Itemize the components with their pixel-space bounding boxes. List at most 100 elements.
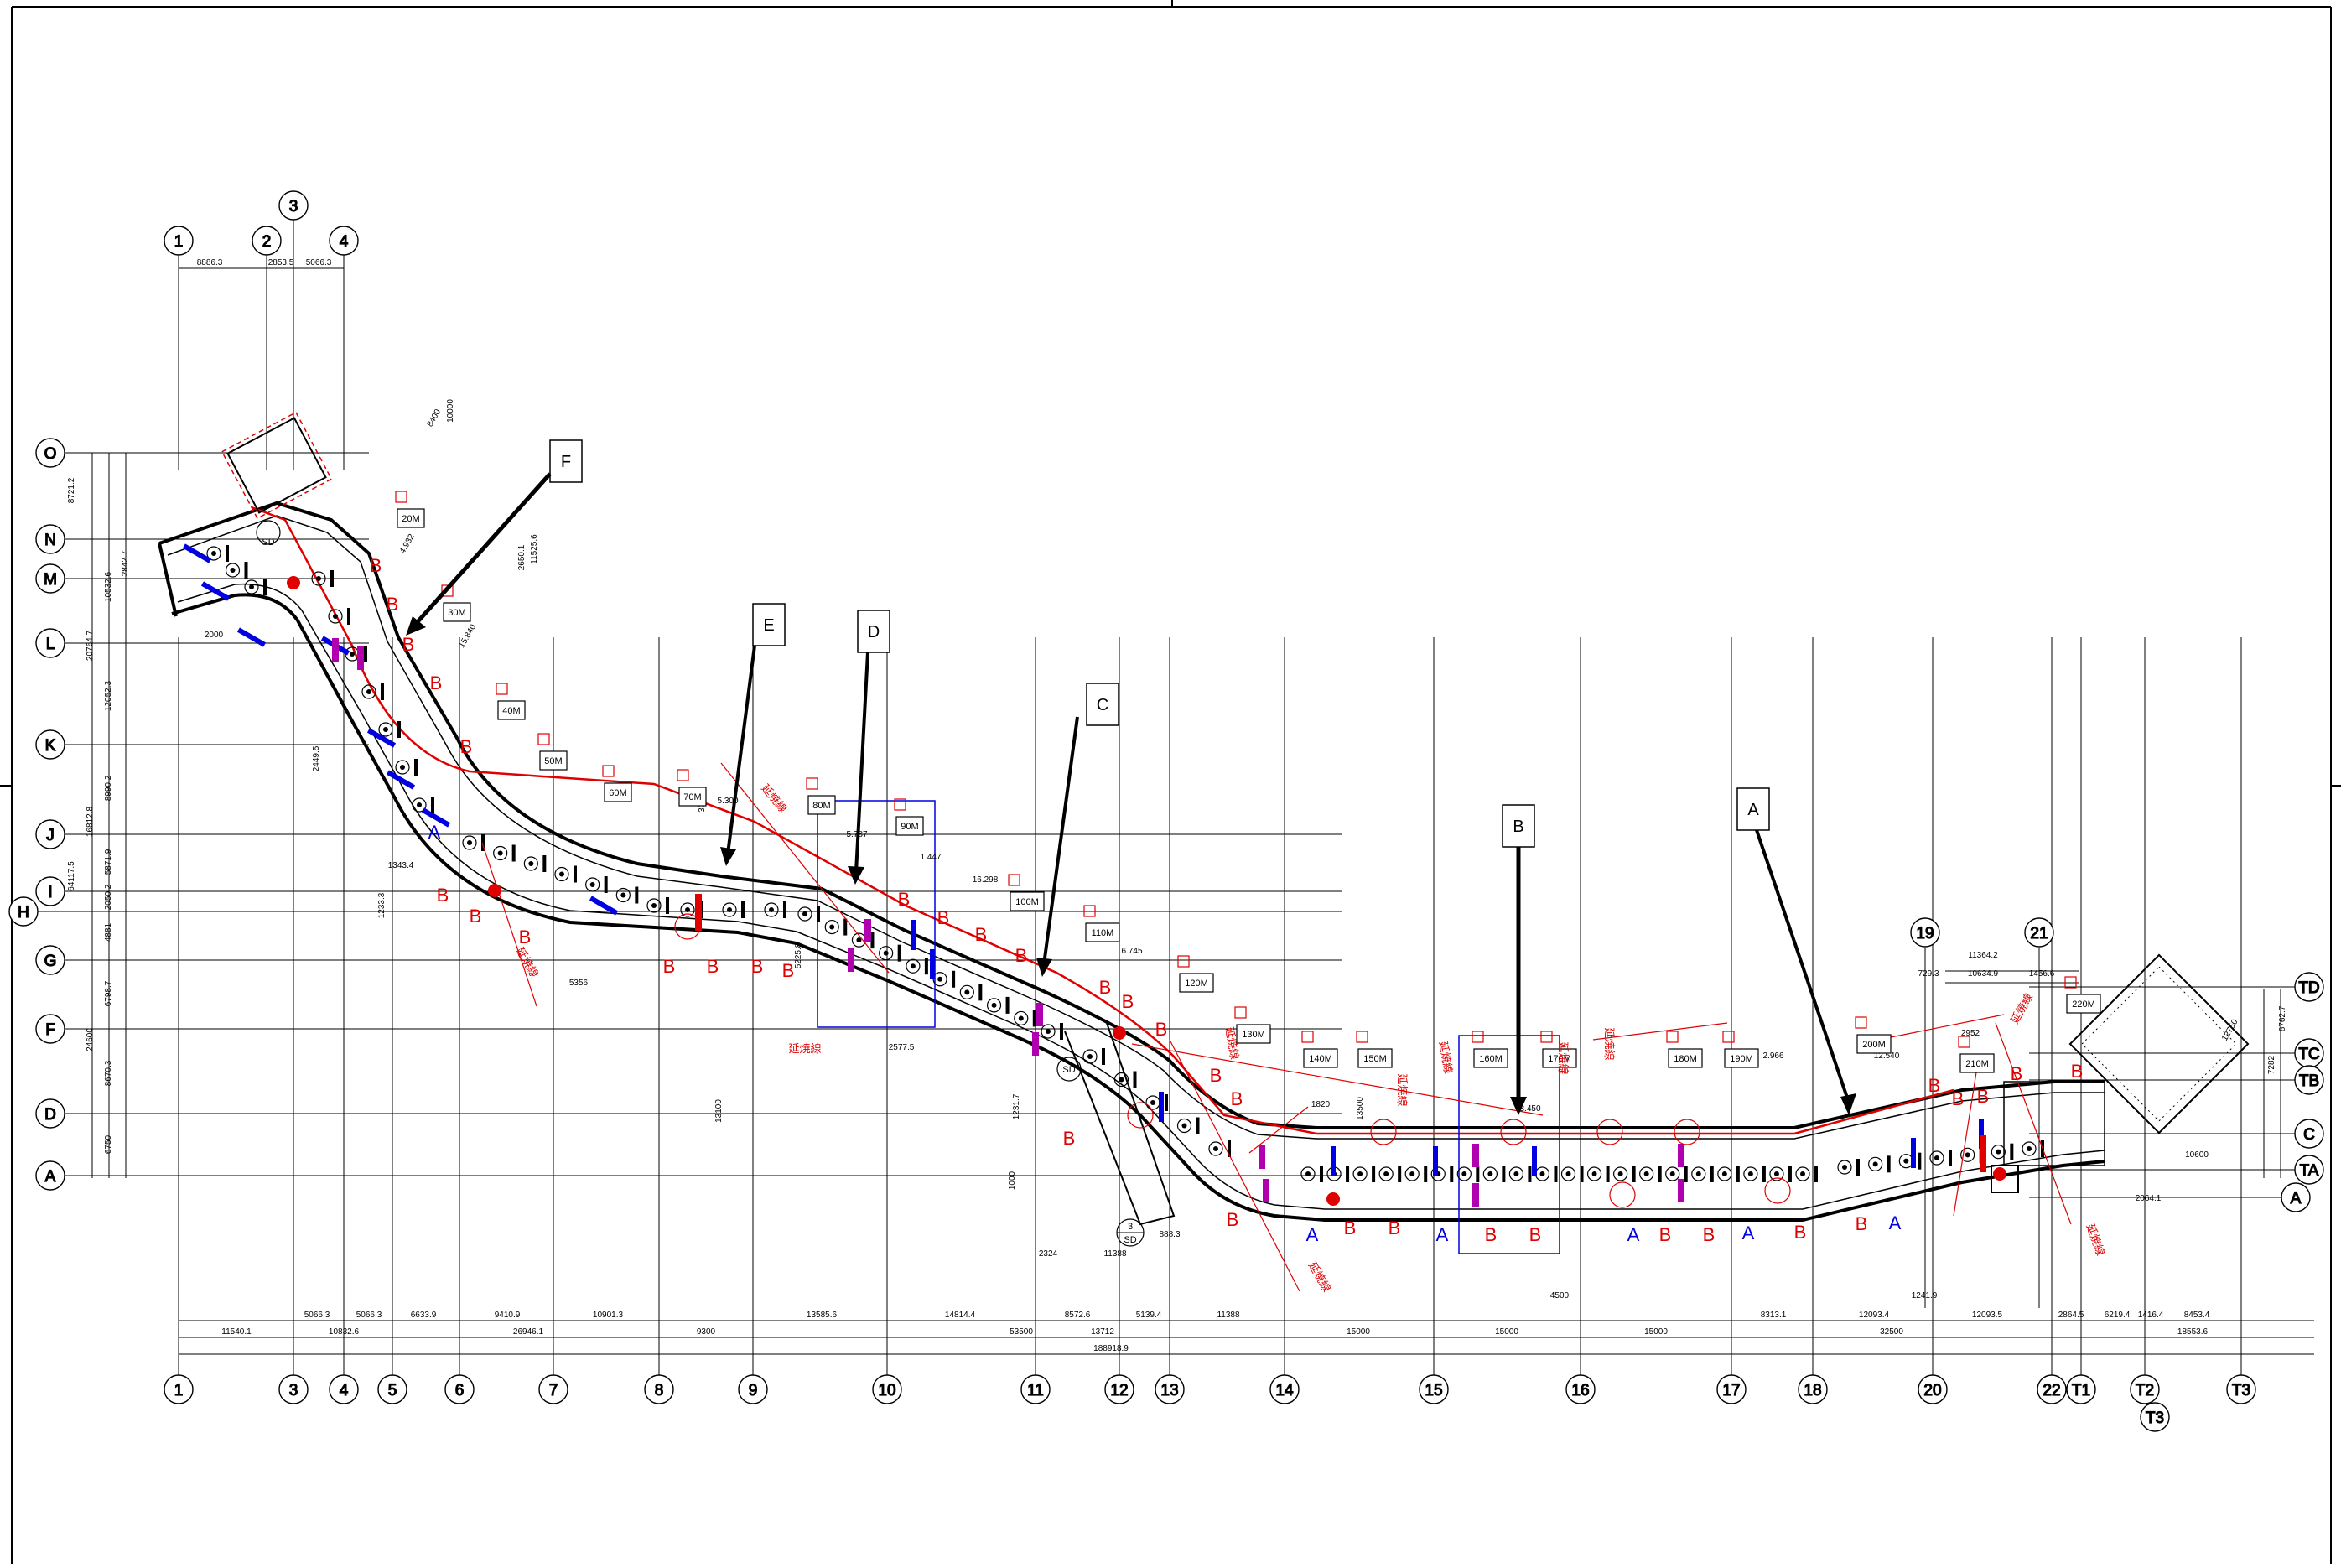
section-label-c: C bbox=[1036, 683, 1119, 977]
left-dim-5: 8990.2 bbox=[104, 775, 113, 801]
zone-mark-b-31: B bbox=[1928, 1075, 1941, 1096]
grid-bubble-left-I-circle bbox=[35, 876, 65, 906]
section-label-a-text: A bbox=[1747, 801, 1759, 819]
misc-dim-d41: 2650.1 bbox=[517, 544, 527, 570]
grid-bubble-bottom-14-text: 14 bbox=[1275, 1382, 1294, 1399]
grid-bubble-right-TB-circle bbox=[2294, 1065, 2324, 1095]
sd-markers: SD SD 3 SD bbox=[256, 520, 1145, 1247]
misc-dim-d11: 16.298 bbox=[973, 875, 999, 885]
grid-bubble-bottom-10-text: 10 bbox=[878, 1382, 895, 1399]
fan-unit-icon bbox=[1208, 1141, 1223, 1156]
red-dot-marker bbox=[1113, 1026, 1126, 1040]
zone-mark-b-10: B bbox=[751, 956, 764, 977]
bottom-dim-r1-3: 9410.9 bbox=[495, 1311, 521, 1320]
light-fixture-icon bbox=[1684, 1166, 1688, 1182]
light-fixture-icon bbox=[604, 876, 608, 893]
light-fixture-icon bbox=[1372, 1166, 1376, 1182]
grid-bubble-bottom-20-text: 20 bbox=[1923, 1382, 1941, 1399]
extension-note-6: 延焼線 bbox=[1557, 1041, 1570, 1074]
bottom-dim-r1-7: 8572.6 bbox=[1065, 1311, 1091, 1320]
distance-marker-30M-flag bbox=[441, 584, 454, 597]
extension-note-4: 延焼線 bbox=[1306, 1259, 1333, 1294]
grid-bubble-top-4-circle bbox=[329, 226, 359, 256]
left-dim-9: 2050.2 bbox=[104, 884, 113, 910]
misc-dim-d1: 2000 bbox=[205, 631, 224, 640]
corridor-inner-line-upper bbox=[167, 515, 2105, 1140]
grid-bubble-left-G-circle bbox=[35, 945, 65, 975]
fan-unit-icon bbox=[1560, 1166, 1576, 1181]
section-label-f: F bbox=[406, 439, 583, 636]
corridor-lower-wall bbox=[171, 593, 2105, 1222]
zone-mark-b-9: B bbox=[707, 956, 719, 977]
fan-unit-hub bbox=[620, 892, 626, 898]
fan-unit-hub bbox=[1046, 1029, 1051, 1034]
grid-bubble-bottom-4-circle bbox=[329, 1374, 359, 1404]
distance-marker-160M-flag bbox=[1472, 1031, 1484, 1043]
light-fixture-icon bbox=[1424, 1166, 1428, 1182]
fan-unit-hub bbox=[350, 652, 355, 657]
misc-dim-d39: 10000 bbox=[446, 399, 455, 423]
grid-bubble-bottom-15-text: 15 bbox=[1425, 1382, 1442, 1399]
distance-marker-110M-text: 110M bbox=[1092, 928, 1114, 938]
misc-dim-d17: 2324 bbox=[1039, 1249, 1058, 1259]
grid-bubble-bottom-16-text: 16 bbox=[1571, 1382, 1589, 1399]
sd-marker-mid: SD bbox=[1056, 1057, 1082, 1082]
distance-marker-80M-box bbox=[807, 795, 836, 815]
bottom-dim-r2-2: 26946.1 bbox=[513, 1327, 544, 1337]
distance-marker-110M-flag bbox=[1083, 905, 1096, 917]
red-extension-line bbox=[1169, 1039, 1300, 1292]
bottom-dim-r1-4: 10901.3 bbox=[593, 1311, 624, 1320]
misc-dim-d16: 1000 bbox=[1008, 1171, 1017, 1190]
fan-unit-icon bbox=[1691, 1166, 1706, 1181]
fan-unit-icon bbox=[797, 906, 812, 922]
grid-bubble-top-1-text: 1 bbox=[174, 233, 184, 251]
blue-device-icon bbox=[1331, 1146, 1336, 1176]
grid-bubble-bottom-22-text: 22 bbox=[2043, 1382, 2060, 1399]
light-fixture-icon bbox=[226, 545, 229, 562]
zone-mark-b-5: B bbox=[437, 885, 449, 906]
distance-marker-200M-box bbox=[1856, 1034, 1892, 1054]
grid-bubble-left-H-text: H bbox=[18, 904, 29, 922]
fan-unit-hub bbox=[1539, 1171, 1545, 1176]
red-ring-marker bbox=[1596, 1119, 1623, 1145]
magenta-device-icon bbox=[1678, 1144, 1684, 1167]
distance-marker-160M-text: 160M bbox=[1479, 1054, 1503, 1064]
section-label-c-text: C bbox=[1097, 696, 1108, 714]
light-fixture-icon bbox=[1450, 1166, 1454, 1182]
grid-bubble-bottom-12-circle bbox=[1104, 1374, 1134, 1404]
fan-unit-hub bbox=[1513, 1171, 1519, 1176]
fan-unit-icon bbox=[1743, 1166, 1758, 1181]
fan-unit-hub bbox=[1461, 1171, 1467, 1176]
bottom-dim-r1-14: 6219.4 bbox=[2105, 1311, 2131, 1320]
grid-bubble-bottom-15-circle bbox=[1419, 1374, 1449, 1404]
tunnel-corridor bbox=[158, 411, 2250, 1254]
fan-unit-hub bbox=[1903, 1158, 1909, 1164]
distance-marker-140M-box bbox=[1303, 1048, 1338, 1068]
grid-bubble-bottom-T2-text: T2 bbox=[2136, 1382, 2154, 1399]
fan-unit-hub bbox=[1018, 1015, 1024, 1021]
fan-unit-hub bbox=[991, 1002, 997, 1008]
zone-mark-b-13: B bbox=[937, 907, 950, 928]
distance-marker-100M-box bbox=[1010, 891, 1045, 911]
misc-dim-d37: 11525.6 bbox=[530, 534, 539, 564]
grid-bubble-bottom-9-text: 9 bbox=[749, 1382, 758, 1399]
zone-mark-b-35: B bbox=[2071, 1061, 2084, 1082]
fan-unit-icon bbox=[615, 887, 631, 903]
light-fixture-icon bbox=[1398, 1166, 1402, 1182]
bottom-dim-r2-5: 13712 bbox=[1091, 1327, 1114, 1337]
red-dot-marker bbox=[1326, 1192, 1340, 1206]
misc-dim-d34: 12750 bbox=[2220, 1018, 2240, 1043]
distance-marker-190M-flag bbox=[1722, 1031, 1735, 1043]
fan-unit-icon bbox=[764, 902, 779, 917]
section-label-b: B bbox=[1502, 804, 1535, 1115]
fan-unit-icon bbox=[906, 958, 921, 974]
misc-dim-d38: 8400 bbox=[426, 408, 444, 428]
light-fixture-icon bbox=[741, 901, 745, 918]
light-fixture-icon bbox=[1762, 1166, 1766, 1182]
light-fixture-icon bbox=[783, 901, 786, 918]
fan-unit-hub bbox=[856, 937, 862, 943]
fan-unit-hub bbox=[1591, 1171, 1597, 1176]
left-dim-10: 4881 bbox=[104, 922, 113, 942]
fan-unit-hub bbox=[685, 907, 690, 912]
